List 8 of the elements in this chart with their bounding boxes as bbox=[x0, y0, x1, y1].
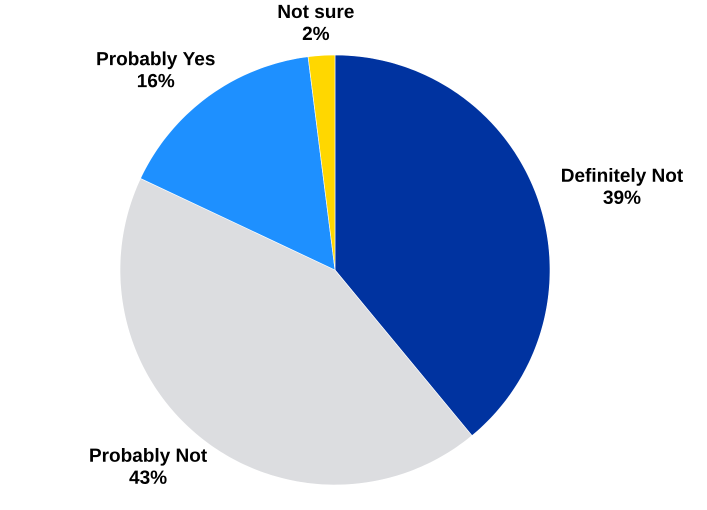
data-label: 2% bbox=[302, 26, 330, 40]
data-label: 39% bbox=[603, 190, 640, 204]
data-label: 16% bbox=[138, 74, 174, 88]
slice-label: Definitely Not bbox=[562, 168, 683, 186]
data-label: 43% bbox=[129, 470, 167, 484]
slice-label: Probably Not bbox=[90, 448, 207, 466]
slice-label: Probably Yes bbox=[97, 51, 215, 70]
slice-label: Not sure bbox=[278, 4, 354, 18]
